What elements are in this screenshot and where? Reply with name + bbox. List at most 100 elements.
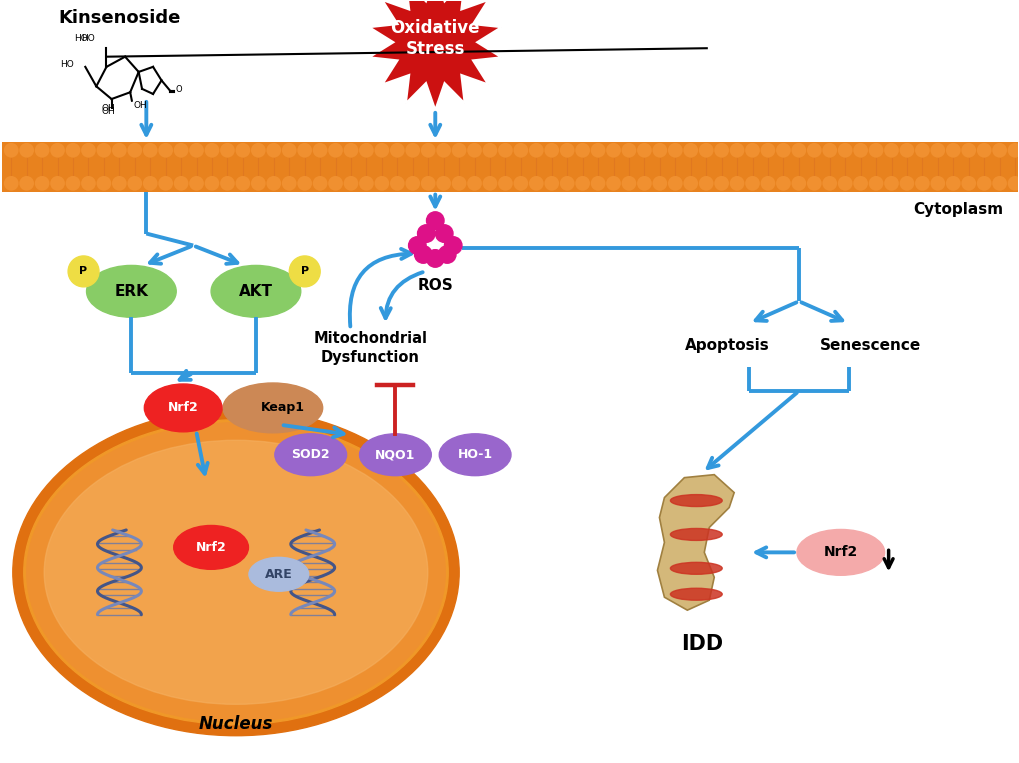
Circle shape	[417, 225, 435, 243]
Circle shape	[220, 176, 234, 191]
Circle shape	[374, 176, 389, 191]
Circle shape	[467, 176, 481, 191]
Circle shape	[945, 176, 960, 191]
Text: HO: HO	[60, 60, 74, 69]
Ellipse shape	[26, 423, 445, 722]
Circle shape	[343, 143, 358, 158]
Circle shape	[698, 176, 713, 191]
Circle shape	[713, 176, 729, 191]
Circle shape	[1007, 176, 1019, 191]
Circle shape	[19, 143, 34, 158]
Circle shape	[328, 176, 342, 191]
Circle shape	[435, 225, 452, 243]
Text: HO: HO	[74, 34, 88, 43]
Circle shape	[343, 176, 358, 191]
Circle shape	[929, 143, 945, 158]
Circle shape	[544, 143, 558, 158]
Circle shape	[883, 143, 898, 158]
Circle shape	[945, 143, 960, 158]
Circle shape	[775, 143, 790, 158]
Circle shape	[837, 176, 852, 191]
Circle shape	[529, 176, 543, 191]
Circle shape	[389, 176, 405, 191]
Text: Senescence: Senescence	[819, 338, 920, 353]
Ellipse shape	[44, 440, 427, 704]
Circle shape	[806, 143, 821, 158]
Circle shape	[235, 176, 250, 191]
Circle shape	[189, 143, 204, 158]
Circle shape	[81, 143, 96, 158]
Circle shape	[883, 176, 898, 191]
Circle shape	[436, 176, 450, 191]
Circle shape	[281, 176, 297, 191]
Circle shape	[821, 176, 837, 191]
Circle shape	[158, 176, 173, 191]
Ellipse shape	[796, 530, 883, 575]
Circle shape	[205, 143, 219, 158]
Ellipse shape	[145, 384, 222, 432]
Circle shape	[652, 143, 666, 158]
Circle shape	[575, 176, 589, 191]
Text: Oxidative
Stress: Oxidative Stress	[390, 19, 480, 58]
Circle shape	[513, 143, 528, 158]
Circle shape	[289, 256, 320, 287]
Ellipse shape	[359, 434, 431, 475]
Text: Mitochondrial
Dysfunction: Mitochondrial Dysfunction	[313, 331, 427, 365]
Text: Keap1: Keap1	[261, 401, 305, 414]
Circle shape	[683, 176, 697, 191]
Ellipse shape	[173, 526, 249, 569]
Circle shape	[529, 143, 543, 158]
Circle shape	[374, 143, 389, 158]
Circle shape	[729, 143, 744, 158]
Circle shape	[409, 237, 426, 254]
Circle shape	[914, 176, 929, 191]
Circle shape	[426, 212, 443, 230]
Ellipse shape	[669, 562, 721, 575]
Circle shape	[251, 176, 265, 191]
Circle shape	[65, 143, 81, 158]
Circle shape	[868, 176, 882, 191]
Circle shape	[837, 143, 852, 158]
Circle shape	[127, 143, 142, 158]
Circle shape	[621, 143, 636, 158]
Circle shape	[50, 143, 65, 158]
Circle shape	[853, 176, 867, 191]
Circle shape	[853, 143, 867, 158]
Circle shape	[590, 143, 605, 158]
Circle shape	[451, 143, 466, 158]
Circle shape	[97, 176, 111, 191]
Text: ARE: ARE	[265, 568, 292, 581]
Circle shape	[806, 176, 821, 191]
Text: AKT: AKT	[238, 284, 273, 299]
Circle shape	[251, 143, 265, 158]
Circle shape	[652, 176, 666, 191]
Circle shape	[143, 176, 157, 191]
Circle shape	[405, 176, 420, 191]
Circle shape	[821, 143, 837, 158]
Circle shape	[68, 256, 99, 287]
Circle shape	[467, 143, 481, 158]
Text: IDD: IDD	[681, 634, 722, 654]
Ellipse shape	[669, 588, 721, 600]
Text: ROS: ROS	[417, 278, 452, 294]
Circle shape	[281, 143, 297, 158]
Circle shape	[421, 176, 435, 191]
Circle shape	[929, 176, 945, 191]
Circle shape	[544, 176, 558, 191]
Ellipse shape	[669, 529, 721, 540]
Text: ERK: ERK	[114, 284, 148, 299]
Circle shape	[4, 176, 18, 191]
Text: Nrf2: Nrf2	[168, 401, 199, 414]
Text: Kinsenoside: Kinsenoside	[58, 9, 180, 27]
Circle shape	[559, 143, 574, 158]
Circle shape	[760, 143, 774, 158]
Ellipse shape	[23, 420, 447, 725]
Circle shape	[173, 143, 189, 158]
Circle shape	[899, 143, 913, 158]
Circle shape	[791, 143, 805, 158]
Text: Apoptosis: Apoptosis	[684, 338, 768, 353]
Circle shape	[976, 143, 990, 158]
Text: Nrf2: Nrf2	[823, 546, 857, 559]
Circle shape	[235, 143, 250, 158]
Text: OH: OH	[101, 104, 115, 113]
